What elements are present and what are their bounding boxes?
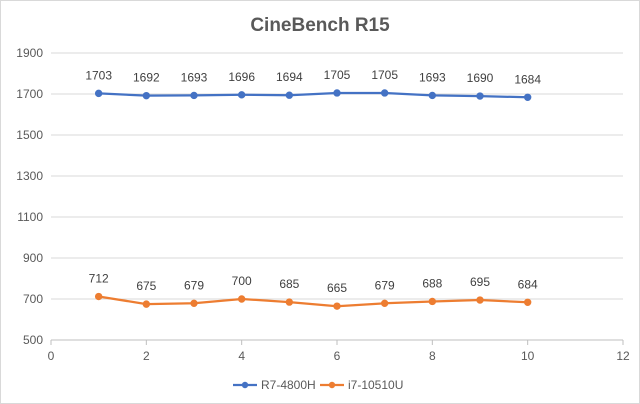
x-tick-label: 4 <box>238 349 245 363</box>
data-point <box>476 296 484 304</box>
data-label: 688 <box>422 276 442 290</box>
data-label: 675 <box>136 279 156 293</box>
data-point <box>190 299 198 308</box>
data-label: 665 <box>327 281 347 295</box>
data-point <box>94 292 103 301</box>
y-tick-label: 1500 <box>16 128 43 142</box>
y-tick-label: 700 <box>23 292 43 306</box>
x-tick-label: 6 <box>334 349 341 363</box>
x-tick-label: 0 <box>48 349 55 363</box>
data-label: 700 <box>232 274 252 288</box>
data-label: 712 <box>89 272 109 286</box>
data-label: 1692 <box>133 71 160 85</box>
y-tick-label: 1300 <box>16 169 43 183</box>
data-point <box>333 302 341 310</box>
data-point <box>190 91 198 100</box>
data-label: 1694 <box>276 70 303 84</box>
data-point <box>428 297 437 306</box>
y-tick-label: 1900 <box>16 46 43 60</box>
data-point <box>476 92 484 100</box>
series-line-2 <box>98 295 528 308</box>
y-tick-label: 500 <box>23 333 43 347</box>
data-label: 1696 <box>228 70 255 84</box>
series-layer <box>94 89 532 310</box>
data-point <box>333 89 341 97</box>
legend: R7-4800H i7-10510U <box>233 378 403 392</box>
data-point <box>428 91 437 100</box>
data-label: 1690 <box>467 71 494 85</box>
data-label: 1705 <box>324 68 351 82</box>
data-point <box>523 298 532 306</box>
data-point <box>380 299 389 308</box>
data-point <box>237 91 246 99</box>
x-tick-label: 8 <box>429 349 436 363</box>
data-point <box>380 89 389 97</box>
data-point <box>142 91 151 100</box>
data-label: 679 <box>184 278 204 292</box>
data-label: 1693 <box>181 70 208 84</box>
chart-title: CineBench R15 <box>250 15 390 36</box>
legend-label: R7-4800H <box>261 378 316 392</box>
data-labels: 1703 1692 1693 1696 1694 1705 1705 1693 1690 1684… <box>85 68 541 295</box>
series-line-1 <box>98 91 528 99</box>
data-label: 679 <box>375 278 395 292</box>
data-point <box>523 93 532 101</box>
legend-swatch-marker <box>328 381 336 389</box>
data-label: 695 <box>470 275 490 289</box>
data-point <box>142 300 151 308</box>
data-point <box>94 89 103 98</box>
data-label: 684 <box>518 277 538 291</box>
x-tick-label: 2 <box>143 349 150 363</box>
y-tick-label: 900 <box>23 251 43 265</box>
data-label: 1693 <box>419 70 446 84</box>
legend-swatch-marker <box>241 381 249 389</box>
axes: 500 700 900 1100 1300 1500 1700 1900 0 2 4 6 8 10 12 <box>16 46 630 363</box>
data-point <box>237 295 246 303</box>
data-point <box>285 91 294 99</box>
y-tick-label: 1100 <box>17 210 43 224</box>
x-tick-label: 12 <box>616 349 630 363</box>
data-label: 1705 <box>371 68 398 82</box>
x-tick-label: 10 <box>521 349 535 363</box>
data-point <box>285 298 294 306</box>
legend-label: i7-10510U <box>348 378 403 392</box>
data-label: 1684 <box>514 72 541 86</box>
data-label: 1703 <box>85 68 112 82</box>
data-label: 685 <box>279 277 299 291</box>
y-tick-label: 1700 <box>16 87 43 101</box>
